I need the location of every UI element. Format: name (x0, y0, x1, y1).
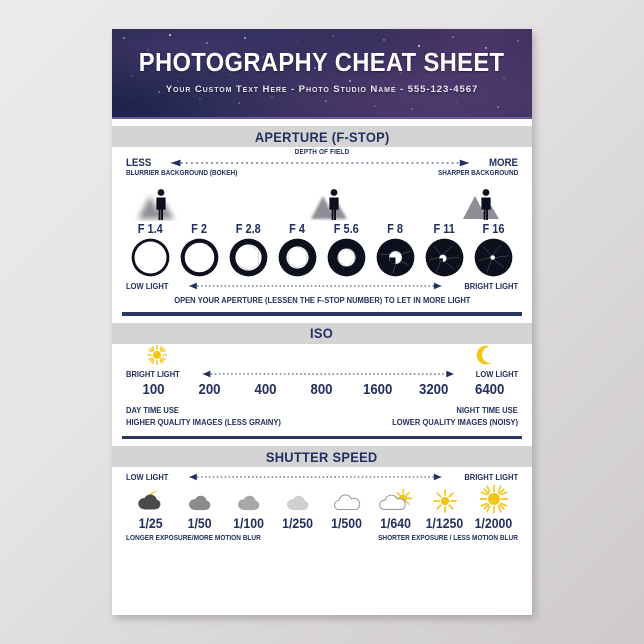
iris-diagram-f1-4 (126, 237, 175, 278)
sun-bright-icon (479, 484, 508, 514)
iris-diagram-f4 (273, 237, 322, 278)
aperture-light-scale: LOW LIGHT BRIGHT LIGHT (126, 281, 518, 291)
shutter-value: 1/2000 (474, 515, 513, 531)
iso-value: 200 (198, 380, 222, 398)
iso-footnote-left: DAY TIME USE HIGHER QUALITY IMAGES (LESS… (126, 404, 281, 428)
shutter-footnote-left: LONGER EXPOSURE/MORE MOTION BLUR (126, 533, 261, 542)
iso-light-left-label: BRIGHT LIGHT (126, 368, 180, 379)
iris-diagram-f2 (175, 237, 224, 278)
silhouette-sharp-background (463, 189, 499, 220)
shutter-footnote-right: SHORTER EXPOSURE / LESS MOTION BLUR (378, 533, 518, 542)
cloud-dark-icon (188, 495, 210, 511)
iso-value: 1600 (363, 380, 393, 398)
poster-title: PHOTOGRAPHY CHEAT SHEET (139, 48, 505, 77)
iris-diagram-f11 (420, 237, 469, 278)
cloud-sun-icon (378, 488, 412, 510)
shutter-value: 1/640 (380, 515, 411, 531)
poster-subtitle: Your Custom Text Here - Photo Studio Nam… (165, 84, 479, 96)
iris-diagram-f5-6 (322, 237, 371, 278)
iris-diagram-f16 (469, 237, 518, 278)
iso-body: BRIGHT LIGHT LOW LIGHT 100 200 400 80 (112, 344, 532, 429)
shutter-light-left-label: LOW LIGHT (126, 472, 169, 482)
divider-rule-iso-shutter (122, 435, 522, 439)
silhouette-blurred-background (138, 189, 174, 220)
dof-right-sublabel: SHARPER BACKGROUND (437, 168, 518, 177)
moon-icon (476, 345, 492, 364)
iso-footnote-right: NIGHT TIME USE LOWER QUALITY IMAGES (NOI… (392, 404, 518, 428)
iris-diagram-f8 (371, 237, 420, 278)
fstop-label-row: F 1.4 F 2 F 2.8 F 4 F 5.6 F 8 F 11 F 16 (126, 222, 518, 236)
sun-icon (146, 344, 168, 365)
fstop-label: F 2 (191, 222, 208, 236)
iso-value: 800 (310, 380, 334, 398)
iso-value: 6400 (475, 380, 505, 398)
iso-light-scale: BRIGHT LIGHT LOW LIGHT (126, 369, 518, 379)
cloud-outline-icon (333, 494, 360, 510)
depth-of-field-illustrations (126, 179, 518, 221)
shutter-value: 1/1250 (425, 515, 464, 531)
aperture-iris-row (126, 237, 518, 278)
fstop-label: F 16 (482, 222, 505, 236)
shutter-light-arrow (180, 472, 451, 482)
shutter-value: 1/50 (187, 515, 212, 531)
iso-light-right-label: LOW LIGHT (475, 368, 518, 379)
header-bottom-rule (112, 117, 532, 119)
divider-rule-aperture-iso (122, 312, 522, 316)
depth-of-field-label: DEPTH OF FIELD (294, 147, 350, 156)
person-silhouette (329, 189, 339, 220)
aperture-body: DEPTH OF FIELD LESS MO (112, 147, 532, 305)
section-title-iso: ISO (310, 325, 334, 341)
person-silhouette (156, 189, 166, 220)
mountain-shape (463, 196, 499, 219)
iso-icon-row (126, 344, 518, 366)
iso-value-row: 100 200 400 800 1600 3200 6400 (126, 381, 518, 398)
poster-header: PHOTOGRAPHY CHEAT SHEET Your Custom Text… (112, 29, 532, 117)
section-bar-iso: ISO (112, 322, 532, 344)
fstop-label: F 5.6 (333, 222, 360, 236)
dof-arrow (159, 158, 481, 168)
shutter-light-right-label: BRIGHT LIGHT (464, 472, 518, 482)
shutter-icon-row (126, 484, 518, 514)
fstop-label: F 1.4 (137, 222, 164, 236)
fstop-label: F 2.8 (235, 222, 262, 236)
section-title-aperture: APERTURE (F-STOP) (254, 128, 390, 145)
fstop-label: F 11 (433, 222, 456, 236)
aperture-light-right-label: BRIGHT LIGHT (464, 281, 518, 291)
iso-light-arrow (193, 369, 464, 379)
iso-value: 100 (142, 380, 166, 398)
dof-left-sublabel: BLURRIER BACKGROUND (BOKEH) (126, 168, 238, 177)
section-bar-shutter-speed: SHUTTER SPEED (112, 446, 532, 467)
depth-of-field-scale: LESS MORE (126, 157, 518, 169)
starfield-decoration (123, 34, 519, 110)
dof-right-label: MORE (488, 157, 518, 169)
cloud-light-icon (286, 495, 308, 511)
shutter-value: 1/100 (233, 515, 264, 531)
person-silhouette (481, 189, 491, 220)
section-bar-aperture: APERTURE (F-STOP) (112, 126, 532, 147)
shutter-value: 1/500 (331, 515, 362, 531)
photography-cheat-sheet-poster: PHOTOGRAPHY CHEAT SHEET Your Custom Text… (112, 29, 532, 615)
section-title-shutter-speed: SHUTTER SPEED (266, 448, 378, 465)
shutter-light-scale: LOW LIGHT BRIGHT LIGHT (126, 472, 518, 482)
shutter-body: LOW LIGHT BRIGHT LIGHT (112, 472, 532, 542)
iris-diagram-f2-8 (224, 237, 273, 278)
shutter-value-row: 1/25 1/50 1/100 1/250 1/500 1/640 1/1250… (126, 515, 518, 531)
fstop-label: F 4 (289, 222, 306, 236)
cloud-moon-icon (137, 491, 160, 510)
dof-left-label: LESS (126, 157, 152, 169)
iso-value: 3200 (419, 380, 449, 398)
iso-value: 400 (254, 380, 278, 398)
aperture-light-left-label: LOW LIGHT (126, 281, 169, 291)
sun-small-icon (432, 489, 457, 513)
aperture-note: OPEN YOUR APERTURE (LESSEN THE F-STOP NU… (173, 295, 471, 305)
silhouette-medium-background (311, 189, 347, 220)
shutter-value: 1/25 (138, 515, 163, 531)
shutter-value: 1/250 (282, 515, 313, 531)
aperture-light-arrow (180, 281, 451, 291)
shutter-footnotes: LONGER EXPOSURE/MORE MOTION BLUR SHORTER… (126, 533, 518, 542)
cloud-gray-icon (237, 495, 259, 511)
fstop-label: F 8 (387, 222, 404, 236)
iso-footnotes: DAY TIME USE HIGHER QUALITY IMAGES (LESS… (126, 404, 518, 429)
